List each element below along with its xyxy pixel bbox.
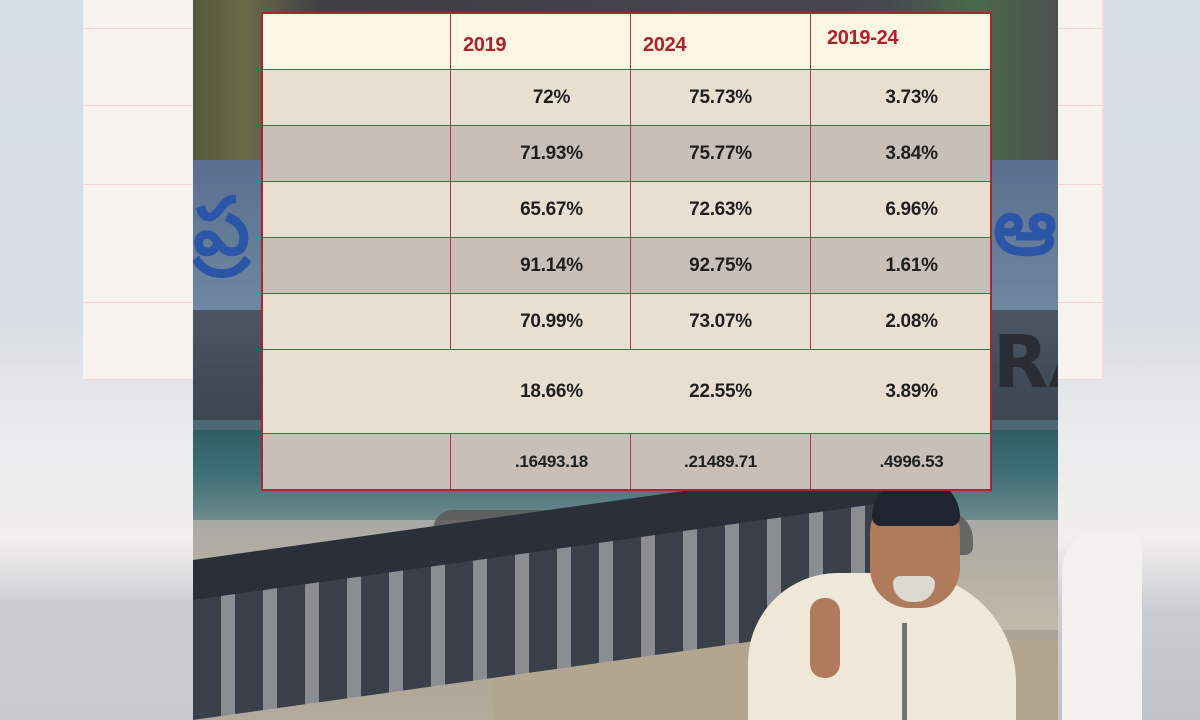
- value-change: 2.08%: [885, 310, 938, 332]
- speaker-photo: [748, 478, 1016, 720]
- cell-change: 3.84%: [810, 126, 990, 181]
- cell-2019: .16493.18: [449, 434, 630, 489]
- table-row: 18.66% 22.55% 3.89%: [263, 349, 990, 433]
- ghost-barrage-left: [0, 600, 193, 720]
- value-2024: .21489.71: [684, 451, 757, 471]
- value-2024: 73.07%: [689, 310, 752, 332]
- table-header-row: 2019 2024 2019-24: [263, 14, 990, 69]
- value-2019: 70.99%: [520, 310, 583, 332]
- table-row: 70.99% 73.07% 2.08%: [263, 293, 990, 349]
- row-label: [263, 238, 450, 293]
- row-label: [263, 182, 450, 237]
- row-label: [263, 434, 450, 489]
- header-cell-change: 2019-24: [809, 14, 990, 69]
- cell-2024: 22.55%: [630, 350, 810, 433]
- table-row: .16493.18 .21489.71 .4996.53: [263, 433, 990, 489]
- row-label: [263, 126, 450, 181]
- cell-change: .4996.53: [810, 434, 990, 489]
- cell-change: 1.61%: [810, 238, 990, 293]
- table-row: 72% 75.73% 3.73%: [263, 69, 990, 125]
- banner-glyph-ra: RA: [993, 320, 1058, 404]
- table-row: 65.67% 72.63% 6.96%: [263, 181, 990, 237]
- value-2019: .16493.18: [515, 451, 588, 471]
- row-label: [263, 350, 450, 433]
- speaker-beard: [893, 576, 935, 602]
- header-cell-2024: 2024: [629, 14, 810, 69]
- cell-change: 6.96%: [810, 182, 990, 237]
- cell-2024: 72.63%: [629, 182, 810, 237]
- cell-2024: 73.07%: [629, 294, 810, 349]
- value-2024: 75.77%: [689, 142, 752, 164]
- table-row: 71.93% 75.77% 3.84%: [263, 125, 990, 181]
- value-change: 3.84%: [885, 142, 938, 164]
- speaker-hand: [810, 598, 840, 678]
- value-2019: 65.67%: [520, 198, 583, 220]
- cell-2024: 75.73%: [629, 70, 810, 125]
- banner-glyph-right: ఆ: [993, 180, 1057, 273]
- value-2024: 75.73%: [689, 86, 752, 108]
- value-change: 3.89%: [885, 380, 938, 402]
- header-cell-label: [263, 14, 450, 69]
- value-2024: 72.63%: [689, 198, 752, 220]
- value-2019: 71.93%: [520, 142, 583, 164]
- cell-2019: 71.93%: [449, 126, 630, 181]
- cell-change: 3.89%: [810, 350, 990, 433]
- cell-2019: 91.14%: [449, 238, 630, 293]
- value-change: .4996.53: [879, 451, 944, 471]
- value-change: 6.96%: [885, 198, 938, 220]
- table-row: 91.14% 92.75% 1.61%: [263, 237, 990, 293]
- value-2019: 72%: [532, 86, 571, 108]
- value-2024: 22.55%: [689, 380, 752, 402]
- cell-change: 2.08%: [810, 294, 990, 349]
- value-2019: 91.14%: [520, 254, 583, 276]
- cell-2024: 75.77%: [629, 126, 810, 181]
- value-change: 3.73%: [885, 86, 938, 108]
- cell-2019: 65.67%: [449, 182, 630, 237]
- row-label: [263, 70, 450, 125]
- cell-2024: .21489.71: [629, 434, 810, 489]
- row-label: [263, 294, 450, 349]
- header-cell-2019: 2019: [449, 14, 630, 69]
- value-change: 1.61%: [885, 254, 938, 276]
- cell-2019: 72%: [449, 70, 630, 125]
- cell-2024: 92.75%: [629, 238, 810, 293]
- ghost-table-left: [83, 0, 193, 380]
- value-2019: 18.66%: [520, 380, 583, 402]
- cell-change: 3.73%: [810, 70, 990, 125]
- comparison-table: 2019 2024 2019-24 72% 75.73% 3.73% 71.93…: [261, 12, 992, 491]
- ghost-figure-right: [1062, 530, 1142, 720]
- value-2024: 92.75%: [689, 254, 752, 276]
- banner-glyph-left: ప్ర: [193, 180, 250, 273]
- ghost-table-right: [1058, 0, 1104, 380]
- cell-2019: 70.99%: [449, 294, 630, 349]
- cell-2019: 18.66%: [450, 350, 630, 433]
- microphone-icon: [902, 623, 907, 720]
